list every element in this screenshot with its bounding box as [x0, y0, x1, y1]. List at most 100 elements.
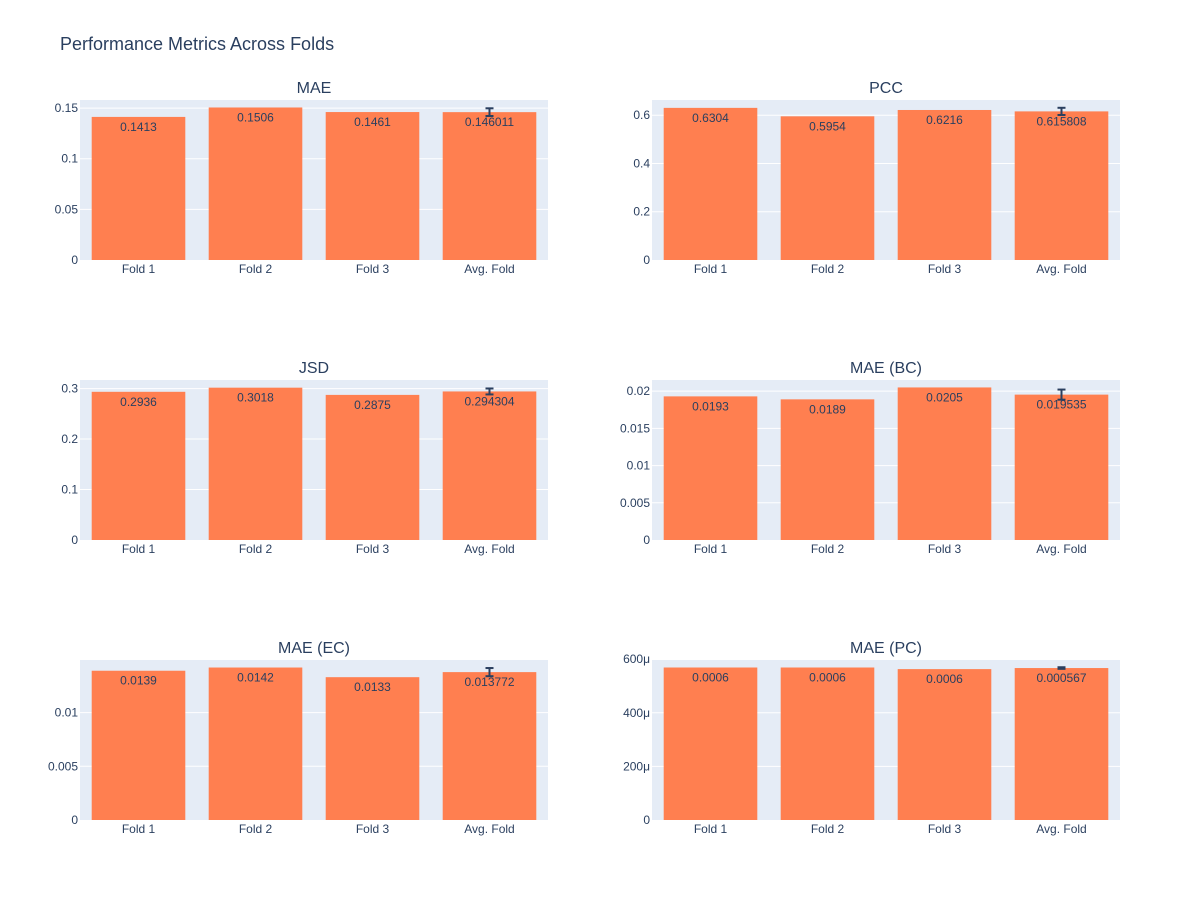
bar-fold-3 — [897, 387, 992, 540]
x-tick-label: Fold 3 — [928, 262, 962, 276]
bar-fold-3 — [325, 394, 420, 540]
bar-value-label: 0.294304 — [464, 394, 514, 408]
bar-avg-fold — [1014, 668, 1109, 820]
bar-value-label: 0.146011 — [465, 115, 514, 129]
bar-fold-3 — [897, 109, 992, 260]
bar-fold-1 — [91, 116, 186, 260]
y-tick-label: 0.4 — [633, 156, 650, 170]
bar-value-label: 0.2936 — [120, 395, 157, 409]
x-tick-label: Avg. Fold — [1036, 822, 1086, 836]
y-tick-label: 0.15 — [55, 101, 79, 115]
bar-avg-fold — [1014, 394, 1109, 540]
bar-value-label: 0.0006 — [809, 671, 846, 685]
y-tick-label: 200μ — [623, 759, 650, 773]
x-tick-label: Fold 3 — [928, 542, 962, 556]
x-tick-label: Fold 1 — [694, 822, 728, 836]
bar-value-label: 0.0133 — [354, 680, 391, 694]
x-tick-label: Fold 2 — [811, 542, 845, 556]
figure-title: Performance Metrics Across Folds — [60, 34, 334, 54]
bar-fold-3 — [325, 677, 420, 820]
x-tick-label: Fold 1 — [694, 542, 728, 556]
bar-fold-2 — [208, 387, 303, 540]
bar-value-label: 0.6216 — [926, 113, 963, 127]
y-tick-label: 0.01 — [627, 459, 651, 473]
error-bar — [1057, 388, 1066, 401]
y-tick-label: 600μ — [623, 652, 650, 666]
bar-fold-3 — [325, 112, 420, 261]
y-tick-label: 0.1 — [61, 483, 78, 497]
x-tick-label: Fold 2 — [239, 262, 273, 276]
y-tick-label: 0.01 — [55, 706, 79, 720]
error-bar — [485, 667, 494, 678]
x-tick-label: Fold 1 — [122, 822, 156, 836]
y-tick-label: 0.05 — [55, 202, 79, 216]
bar-avg-fold — [442, 391, 537, 540]
y-tick-label: 0 — [71, 533, 78, 547]
panel-title: MAE — [297, 80, 332, 97]
bar-fold-2 — [780, 667, 875, 820]
x-tick-label: Fold 3 — [928, 822, 962, 836]
panel-title: MAE (BC) — [850, 360, 922, 377]
x-tick-label: Avg. Fold — [464, 542, 514, 556]
y-tick-label: 0 — [643, 533, 650, 547]
panel-mae-bc: 0 0.005 0.01 0.015 0.02 MAE (BC) 0.0193 Fold 1 0… — [620, 360, 1120, 556]
panel-title: MAE (EC) — [278, 640, 350, 657]
bar-value-label: 0.0006 — [692, 671, 729, 685]
y-tick-label: 400μ — [623, 706, 650, 720]
x-tick-label: Fold 2 — [811, 262, 845, 276]
y-tick-label: 0.005 — [620, 496, 650, 510]
x-tick-label: Fold 2 — [239, 822, 273, 836]
panel-title: PCC — [869, 80, 903, 97]
bar-avg-fold — [1014, 111, 1109, 260]
panel-jsd: 0 0.1 0.2 0.3 JSD 0.2936 Fold 1 0.3018 Fold 2 0.2… — [61, 360, 548, 556]
bar-value-label: 0.1461 — [354, 115, 391, 129]
y-tick-label: 0.6 — [633, 108, 650, 122]
bar-value-label: 0.0205 — [926, 390, 963, 404]
y-tick-label: 0.02 — [627, 384, 651, 398]
y-tick-label: 0.005 — [48, 759, 78, 773]
panel-title: JSD — [299, 360, 329, 377]
x-tick-label: Avg. Fold — [1036, 262, 1086, 276]
bar-fold-1 — [91, 391, 186, 540]
panel-title: MAE (PC) — [850, 640, 922, 657]
error-bar — [485, 107, 494, 117]
bar-value-label: 0.0139 — [120, 674, 157, 688]
bar-fold-2 — [208, 667, 303, 820]
x-tick-label: Fold 3 — [356, 262, 390, 276]
bar-fold-3 — [897, 669, 992, 820]
y-tick-label: 0.3 — [61, 382, 78, 396]
y-tick-label: 0.2 — [61, 432, 78, 446]
error-bar — [1057, 106, 1066, 116]
y-tick-label: 0.1 — [61, 152, 78, 166]
error-bar — [485, 387, 494, 396]
panel-mae-ec: 0 0.005 0.01 MAE (EC) 0.0139 Fold 1 0.0142 Fold… — [48, 640, 548, 836]
bar-value-label: 0.2875 — [354, 398, 391, 412]
y-tick-label: 0 — [643, 253, 650, 267]
x-tick-label: Fold 1 — [122, 542, 156, 556]
panel-mae-pc: 0 200μ 400μ 600μ MAE (PC) 0.0006 Fold 1 0.0006 F… — [623, 640, 1120, 836]
panel-mae: 0 0.05 0.1 0.15 MAE 0.1413 Fold 1 0.1506 Fold 2 0… — [55, 80, 548, 276]
bar-value-label: 0.1506 — [237, 110, 274, 124]
y-tick-label: 0 — [643, 813, 650, 827]
bar-avg-fold — [442, 112, 537, 260]
x-tick-label: Fold 3 — [356, 542, 390, 556]
y-tick-label: 0.015 — [620, 421, 650, 435]
error-bar — [1057, 666, 1066, 670]
bar-value-label: 0.6304 — [692, 111, 729, 125]
bar-value-label: 0.013772 — [464, 675, 514, 689]
bar-value-label: 0.0006 — [926, 672, 963, 686]
bar-value-label: 0.615808 — [1036, 114, 1086, 128]
y-tick-label: 0.2 — [633, 205, 650, 219]
bar-fold-1 — [663, 396, 758, 540]
bar-fold-1 — [91, 670, 186, 820]
x-tick-label: Fold 2 — [239, 542, 273, 556]
bar-avg-fold — [442, 672, 537, 820]
bar-fold-2 — [208, 107, 303, 260]
bar-value-label: 0.5954 — [809, 119, 846, 133]
bar-fold-2 — [780, 399, 875, 540]
bar-fold-1 — [663, 667, 758, 820]
x-tick-label: Fold 2 — [811, 822, 845, 836]
bar-value-label: 0.3018 — [237, 391, 274, 405]
bar-fold-2 — [780, 116, 875, 261]
